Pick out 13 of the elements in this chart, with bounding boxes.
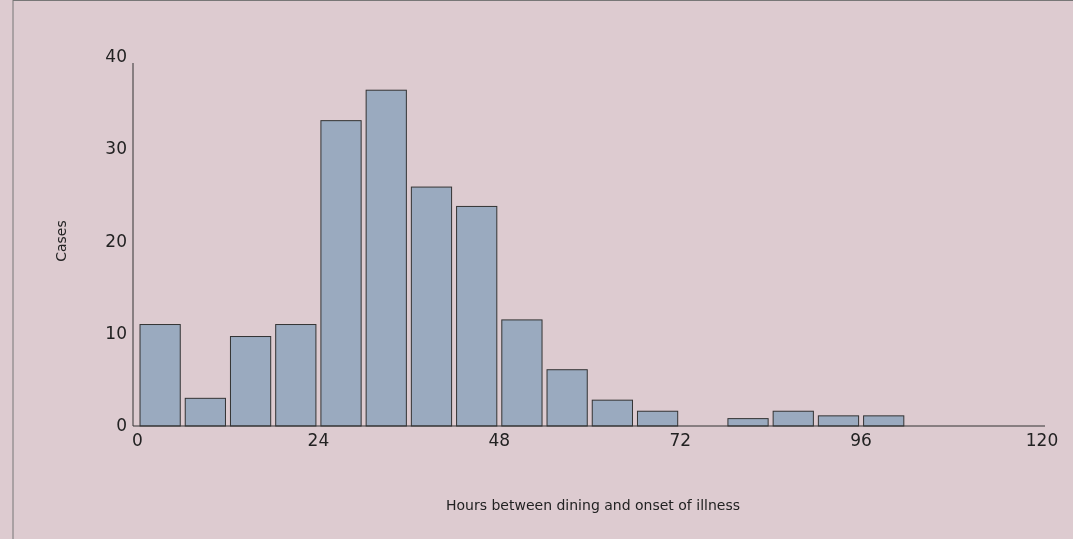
x-axis-title: Hours between dining and onset of illness: [446, 497, 740, 513]
y-tick-label: 10: [105, 322, 127, 343]
y-tick-label: 20: [105, 230, 127, 251]
y-axis-title: Cases: [53, 220, 69, 262]
x-tick-label: 96: [850, 430, 872, 450]
x-tick-label: 48: [488, 430, 511, 450]
y-tick-label: 0: [116, 415, 127, 435]
x-tick-label: 0: [132, 430, 143, 450]
y-tick-label: 40: [105, 46, 127, 66]
x-tick-label: 72: [669, 430, 692, 450]
x-tick-label: 24: [307, 430, 330, 450]
y-tick-label: 30: [105, 138, 127, 159]
x-tick-label: 120: [1025, 430, 1059, 450]
